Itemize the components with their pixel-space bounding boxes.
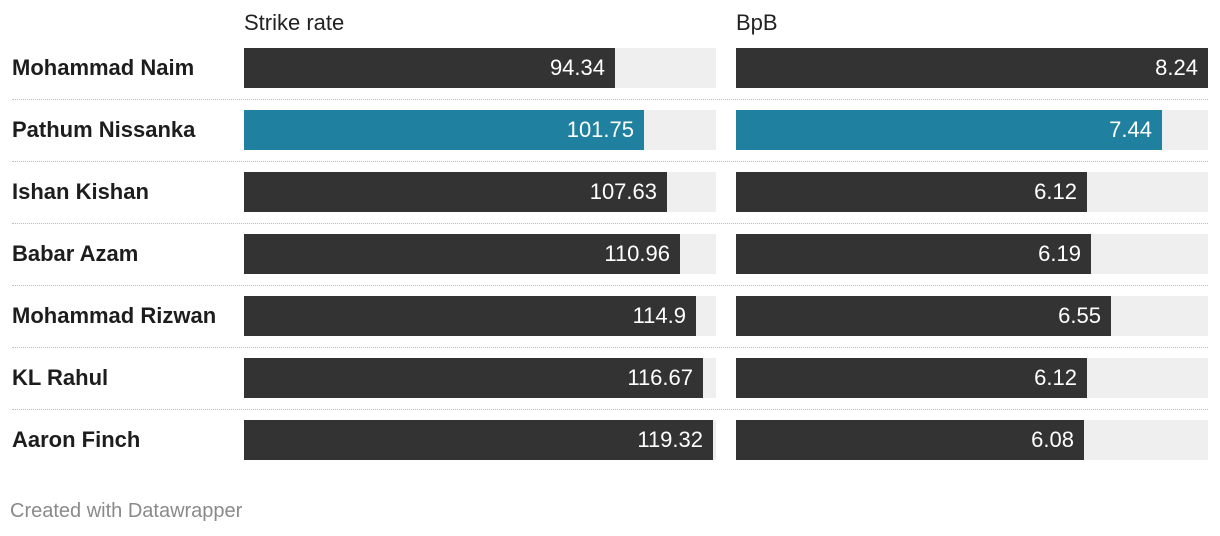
row-divider (12, 409, 1208, 410)
strike-rate-bar: 107.63 (244, 172, 667, 212)
bar-track: 8.24 (736, 48, 1208, 88)
table-row: Babar Azam 110.96 6.19 (0, 234, 1220, 296)
bar-value-label: 8.24 (1155, 55, 1198, 80)
table-row: Ishan Kishan 107.63 6.12 (0, 172, 1220, 234)
strike-rate-bar: 94.34 (244, 48, 615, 88)
strike-rate-bar: 110.96 (244, 234, 680, 274)
bpb-bar: 6.08 (736, 420, 1084, 460)
bar-value-label: 114.9 (632, 303, 686, 328)
bar-track: 6.12 (736, 172, 1208, 212)
player-name-label: Babar Azam (12, 241, 139, 266)
row-divider (12, 223, 1208, 224)
row-divider (12, 99, 1208, 100)
player-name-label: Ishan Kishan (12, 179, 149, 204)
bar-track: 94.34 (244, 48, 716, 88)
bar-value-label: 6.12 (1034, 365, 1077, 390)
table-row: KL Rahul 116.67 6.12 (0, 358, 1220, 420)
bar-value-label: 107.63 (589, 179, 657, 204)
table-row: Mohammad Rizwan 114.9 6.55 (0, 296, 1220, 358)
player-name-label: Pathum Nissanka (12, 117, 196, 142)
bar-value-label: 7.44 (1109, 117, 1152, 142)
bar-value-label: 6.55 (1058, 303, 1101, 328)
strike-rate-bar: 116.67 (244, 358, 703, 398)
bpb-bar: 7.44 (736, 110, 1162, 150)
bar-track: 110.96 (244, 234, 716, 274)
bar-value-label: 116.67 (627, 365, 693, 390)
strike-rate-bar: 114.9 (244, 296, 696, 336)
bar-value-label: 110.96 (604, 241, 670, 266)
player-name-label: Mohammad Naim (12, 55, 195, 80)
bpb-bar: 6.19 (736, 234, 1091, 274)
bar-value-label: 6.12 (1034, 179, 1077, 204)
row-divider (12, 347, 1208, 348)
bar-value-label: 6.19 (1038, 241, 1081, 266)
column-header-strike-rate: Strike rate (244, 10, 345, 35)
strike-rate-bar: 101.75 (244, 110, 644, 150)
bpb-bar: 6.12 (736, 358, 1087, 398)
bar-value-label: 101.75 (566, 117, 634, 142)
bar-track: 101.75 (244, 110, 716, 150)
bar-track: 116.67 (244, 358, 716, 398)
player-name-label: Mohammad Rizwan (12, 303, 217, 328)
player-name-label: KL Rahul (12, 365, 109, 390)
bar-track: 6.12 (736, 358, 1208, 398)
bar-value-label: 94.34 (549, 55, 605, 80)
footer-credit: Created with Datawrapper (10, 500, 243, 522)
bar-track: 119.32 (244, 420, 716, 460)
table-row: Aaron Finch 119.32 6.08 (0, 420, 1220, 482)
bpb-bar: 6.55 (736, 296, 1111, 336)
row-divider (12, 285, 1208, 286)
bar-track: 6.55 (736, 296, 1208, 336)
bpb-bar: 6.12 (736, 172, 1087, 212)
table-row: Mohammad Naim 94.34 8.24 (0, 48, 1220, 110)
bar-track: 114.9 (244, 296, 716, 336)
bar-track: 6.19 (736, 234, 1208, 274)
bar-value-label: 119.32 (637, 427, 703, 452)
table-row: Pathum Nissanka 101.75 7.44 (0, 110, 1220, 172)
bpb-bar: 8.24 (736, 48, 1208, 88)
bar-track: 107.63 (244, 172, 716, 212)
bar-value-label: 6.08 (1031, 427, 1074, 452)
player-name-label: Aaron Finch (12, 427, 141, 452)
strike-rate-bar: 119.32 (244, 420, 713, 460)
bar-track: 6.08 (736, 420, 1208, 460)
bar-track: 7.44 (736, 110, 1208, 150)
column-header-bpb: BpB (736, 10, 778, 35)
row-divider (12, 161, 1208, 162)
